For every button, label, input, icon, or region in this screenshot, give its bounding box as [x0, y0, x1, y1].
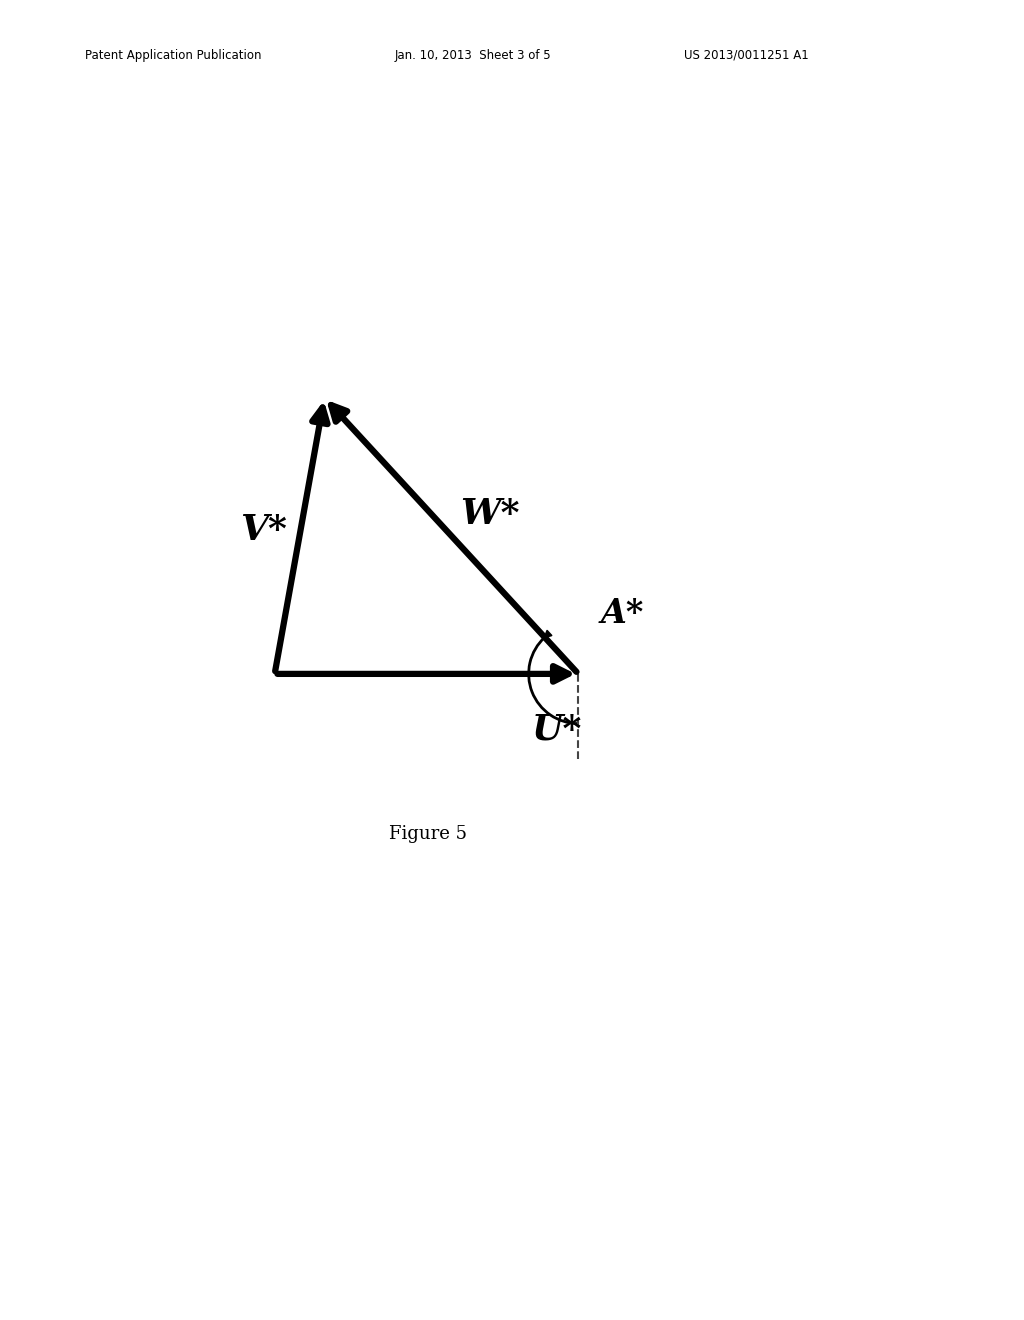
Text: V*: V*	[241, 513, 287, 548]
Text: Figure 5: Figure 5	[389, 825, 467, 843]
Text: W*: W*	[460, 496, 520, 531]
Text: Patent Application Publication: Patent Application Publication	[85, 49, 261, 62]
Text: US 2013/0011251 A1: US 2013/0011251 A1	[684, 49, 809, 62]
Text: A*: A*	[600, 597, 644, 630]
Text: U*: U*	[531, 711, 582, 746]
Text: Jan. 10, 2013  Sheet 3 of 5: Jan. 10, 2013 Sheet 3 of 5	[394, 49, 551, 62]
